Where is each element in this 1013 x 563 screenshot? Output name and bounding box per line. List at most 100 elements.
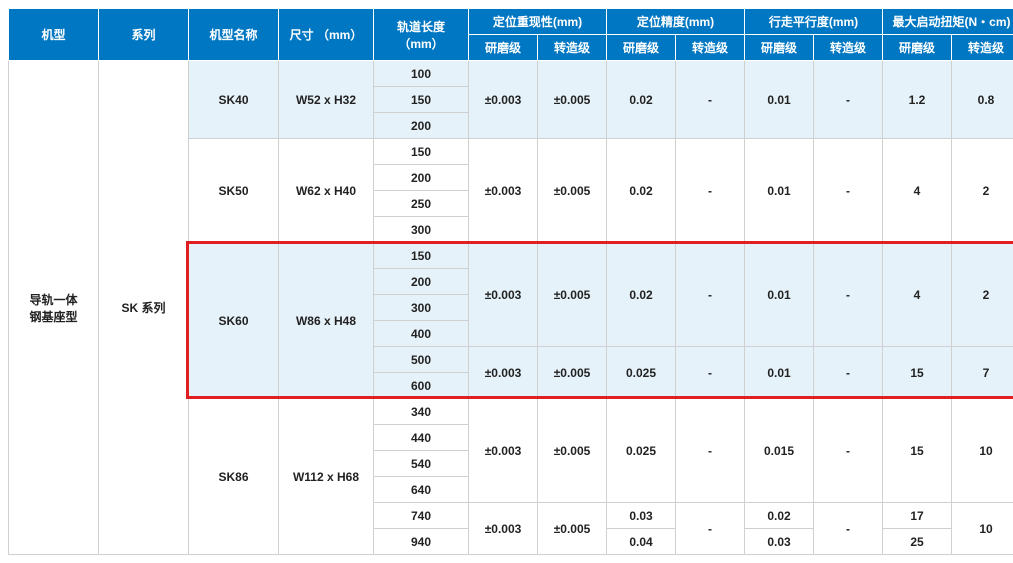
cell: SK40 bbox=[189, 61, 279, 139]
cell: 10 bbox=[952, 399, 1013, 503]
cell: 17 bbox=[883, 503, 952, 529]
cell: - bbox=[814, 61, 883, 139]
cell: 540 bbox=[374, 451, 469, 477]
th-repeatability: 定位重现性(mm) bbox=[469, 9, 607, 35]
th-series: 系列 bbox=[99, 9, 189, 61]
cell: 0.02 bbox=[607, 139, 676, 243]
cell: 0.025 bbox=[607, 399, 676, 503]
th-acc-g: 研磨级 bbox=[607, 35, 676, 61]
cell: 15 bbox=[883, 347, 952, 399]
cell: 导轨一体 钢基座型 bbox=[9, 61, 99, 555]
cell: 0.04 bbox=[607, 529, 676, 555]
cell: - bbox=[676, 243, 745, 347]
cell: 0.03 bbox=[745, 529, 814, 555]
cell: - bbox=[814, 399, 883, 503]
cell: ±0.005 bbox=[538, 399, 607, 503]
cell: - bbox=[814, 139, 883, 243]
cell: W52 x H32 bbox=[279, 61, 374, 139]
cell: 0.01 bbox=[745, 139, 814, 243]
table-wrap: 机型 系列 机型名称 尺寸 （mm） 轨道长度 （mm） 定位重现性(mm) 定… bbox=[8, 8, 1005, 555]
table-row: 导轨一体 钢基座型SK 系列SK40W52 x H32100±0.003±0.0… bbox=[9, 61, 1013, 87]
cell: - bbox=[814, 503, 883, 555]
th-par-g: 研磨级 bbox=[745, 35, 814, 61]
cell: - bbox=[676, 139, 745, 243]
th-model-name: 机型名称 bbox=[189, 9, 279, 61]
cell: 7 bbox=[952, 347, 1013, 399]
cell: SK50 bbox=[189, 139, 279, 243]
cell: 25 bbox=[883, 529, 952, 555]
th-dimensions: 尺寸 （mm） bbox=[279, 9, 374, 61]
cell: ±0.003 bbox=[469, 139, 538, 243]
cell: - bbox=[676, 399, 745, 503]
cell: 10 bbox=[952, 503, 1013, 555]
cell: 200 bbox=[374, 165, 469, 191]
th-track-length: 轨道长度 （mm） bbox=[374, 9, 469, 61]
cell: 2 bbox=[952, 243, 1013, 347]
th-accuracy: 定位精度(mm) bbox=[607, 9, 745, 35]
th-start-torque: 最大启动扭矩(N・cm) bbox=[883, 9, 1013, 35]
cell: 0.01 bbox=[745, 347, 814, 399]
cell: SK 系列 bbox=[99, 61, 189, 555]
table-body: 导轨一体 钢基座型SK 系列SK40W52 x H32100±0.003±0.0… bbox=[9, 61, 1013, 555]
cell: W112 x H68 bbox=[279, 399, 374, 555]
cell: 250 bbox=[374, 191, 469, 217]
cell: - bbox=[814, 347, 883, 399]
cell: SK86 bbox=[189, 399, 279, 555]
cell: 150 bbox=[374, 87, 469, 113]
cell: W62 x H40 bbox=[279, 139, 374, 243]
cell: 0.03 bbox=[607, 503, 676, 529]
th-rep-g: 研磨级 bbox=[469, 35, 538, 61]
cell: 2 bbox=[952, 139, 1013, 243]
cell: ±0.003 bbox=[469, 399, 538, 503]
cell: 640 bbox=[374, 477, 469, 503]
cell: 0.015 bbox=[745, 399, 814, 503]
cell: ±0.003 bbox=[469, 243, 538, 347]
cell: 740 bbox=[374, 503, 469, 529]
th-rep-t: 转造级 bbox=[538, 35, 607, 61]
cell: ±0.003 bbox=[469, 61, 538, 139]
cell: ±0.005 bbox=[538, 503, 607, 555]
cell: 0.02 bbox=[607, 243, 676, 347]
cell: 200 bbox=[374, 269, 469, 295]
cell: 500 bbox=[374, 347, 469, 373]
cell: - bbox=[676, 503, 745, 555]
cell: 4 bbox=[883, 243, 952, 347]
cell: ±0.003 bbox=[469, 503, 538, 555]
cell: 440 bbox=[374, 425, 469, 451]
th-model-type: 机型 bbox=[9, 9, 99, 61]
cell: 150 bbox=[374, 139, 469, 165]
cell: - bbox=[814, 243, 883, 347]
cell: ±0.005 bbox=[538, 347, 607, 399]
cell: - bbox=[676, 61, 745, 139]
cell: ±0.005 bbox=[538, 243, 607, 347]
cell: 300 bbox=[374, 217, 469, 243]
cell: 1.2 bbox=[883, 61, 952, 139]
cell: 0.02 bbox=[745, 503, 814, 529]
cell: 0.02 bbox=[607, 61, 676, 139]
th-parallelism: 行走平行度(mm) bbox=[745, 9, 883, 35]
cell: ±0.005 bbox=[538, 61, 607, 139]
cell: 100 bbox=[374, 61, 469, 87]
cell: - bbox=[676, 347, 745, 399]
cell: 4 bbox=[883, 139, 952, 243]
cell: 0.025 bbox=[607, 347, 676, 399]
cell: 200 bbox=[374, 113, 469, 139]
cell: SK60 bbox=[189, 243, 279, 399]
cell: 300 bbox=[374, 295, 469, 321]
th-par-t: 转造级 bbox=[814, 35, 883, 61]
th-acc-t: 转造级 bbox=[676, 35, 745, 61]
cell: 600 bbox=[374, 373, 469, 399]
cell: 0.01 bbox=[745, 61, 814, 139]
spec-table: 机型 系列 机型名称 尺寸 （mm） 轨道长度 （mm） 定位重现性(mm) 定… bbox=[8, 8, 1013, 555]
cell: 150 bbox=[374, 243, 469, 269]
cell: ±0.005 bbox=[538, 139, 607, 243]
cell: W86 x H48 bbox=[279, 243, 374, 399]
cell: 15 bbox=[883, 399, 952, 503]
cell: 400 bbox=[374, 321, 469, 347]
cell: 340 bbox=[374, 399, 469, 425]
cell: 0.01 bbox=[745, 243, 814, 347]
th-tq-t: 转造级 bbox=[952, 35, 1013, 61]
table-header: 机型 系列 机型名称 尺寸 （mm） 轨道长度 （mm） 定位重现性(mm) 定… bbox=[9, 9, 1013, 61]
th-tq-g: 研磨级 bbox=[883, 35, 952, 61]
cell: ±0.003 bbox=[469, 347, 538, 399]
